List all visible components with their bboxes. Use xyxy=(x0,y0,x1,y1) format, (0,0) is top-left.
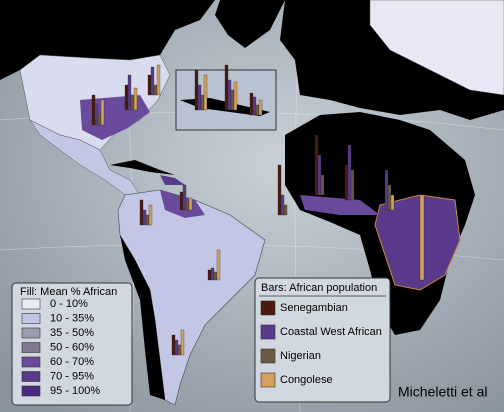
legend-swatch xyxy=(21,385,41,397)
legend-swatch xyxy=(21,342,41,353)
legend-label: 0 - 10% xyxy=(50,298,88,310)
legend-swatch xyxy=(21,327,41,339)
fill-legend: Fill: Mean % African 0 - 10% 10 - 35% 35 -… xyxy=(11,282,133,406)
legend-label: 95 - 100% xyxy=(50,385,100,397)
cuba xyxy=(110,160,175,175)
credit: Micheletti et al xyxy=(398,384,487,400)
legend-swatch xyxy=(21,298,41,310)
legend-swatch xyxy=(260,372,276,388)
hispaniola xyxy=(160,175,185,185)
legend-swatch xyxy=(21,313,41,324)
legend-swatch xyxy=(260,324,276,340)
russia xyxy=(369,0,504,96)
legend-label: Coastal West African xyxy=(280,326,382,338)
legend-swatch xyxy=(260,300,276,316)
legend-swatch xyxy=(21,371,41,382)
legend-swatch xyxy=(260,348,276,364)
andes xyxy=(120,235,165,400)
greenland xyxy=(215,0,285,48)
legend-label: 35 - 50% xyxy=(50,327,94,339)
legend-label: 10 - 35% xyxy=(50,312,94,324)
central-africa xyxy=(374,194,461,291)
legend-label: 70 - 95% xyxy=(50,370,94,382)
legend-label: Senegambian xyxy=(280,302,348,314)
canada xyxy=(0,0,215,80)
legend-box xyxy=(254,277,391,403)
west-africa xyxy=(300,195,380,215)
bars-legend: Bars: African population Senegambian Coas… xyxy=(254,277,391,403)
legend-label: 60 - 70% xyxy=(50,356,94,368)
legend-label: 50 - 60% xyxy=(50,341,94,353)
legend-swatch xyxy=(21,356,41,368)
legend-title: Bars: African population xyxy=(261,282,377,294)
legend-label: Congolese xyxy=(280,374,333,386)
legend-title: Fill: Mean % African xyxy=(20,286,117,298)
legend-label: Nigerian xyxy=(280,350,321,362)
legend-box xyxy=(11,282,133,406)
population-bars xyxy=(91,64,425,356)
